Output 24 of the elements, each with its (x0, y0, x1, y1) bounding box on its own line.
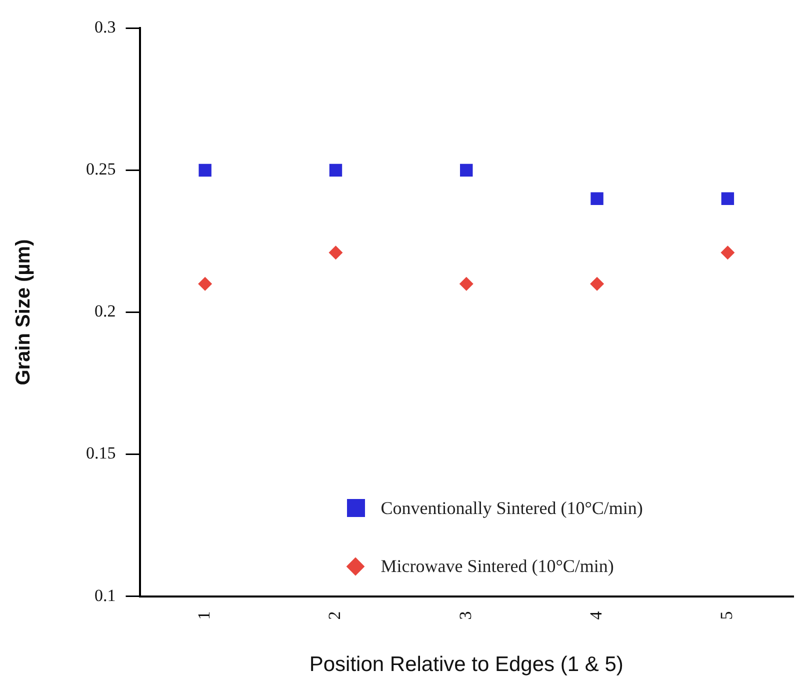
x-tick-label: 2 (325, 611, 344, 620)
x-tick-label: 4 (586, 610, 606, 620)
point (720, 246, 735, 260)
point (329, 164, 342, 177)
legend-label: Conventionally Sintered (10°C/min) (380, 498, 643, 519)
y-tick-label: 0.15 (86, 444, 116, 463)
point (590, 276, 604, 291)
y-tick-label: 0.25 (86, 160, 116, 179)
legend-label: Microwave Sintered (10°C/min) (380, 556, 614, 577)
point (328, 246, 343, 260)
y-tick-label: 0.2 (94, 302, 116, 321)
x-tick-label: 1 (194, 611, 214, 620)
point (198, 276, 212, 291)
point (459, 276, 474, 291)
y-tick-label: 0.3 (94, 18, 116, 37)
x-tick-label: 3 (456, 611, 475, 620)
point (590, 192, 604, 205)
x-axis-title: Position Relative to Edges (1 & 5) (309, 653, 624, 676)
point (198, 164, 212, 177)
point (460, 164, 473, 177)
y-axis-title: Grain Size (µm) (12, 239, 35, 386)
y-tick-label: 0.1 (94, 586, 116, 605)
x-tick-label: 5 (717, 611, 736, 620)
point (721, 192, 734, 205)
